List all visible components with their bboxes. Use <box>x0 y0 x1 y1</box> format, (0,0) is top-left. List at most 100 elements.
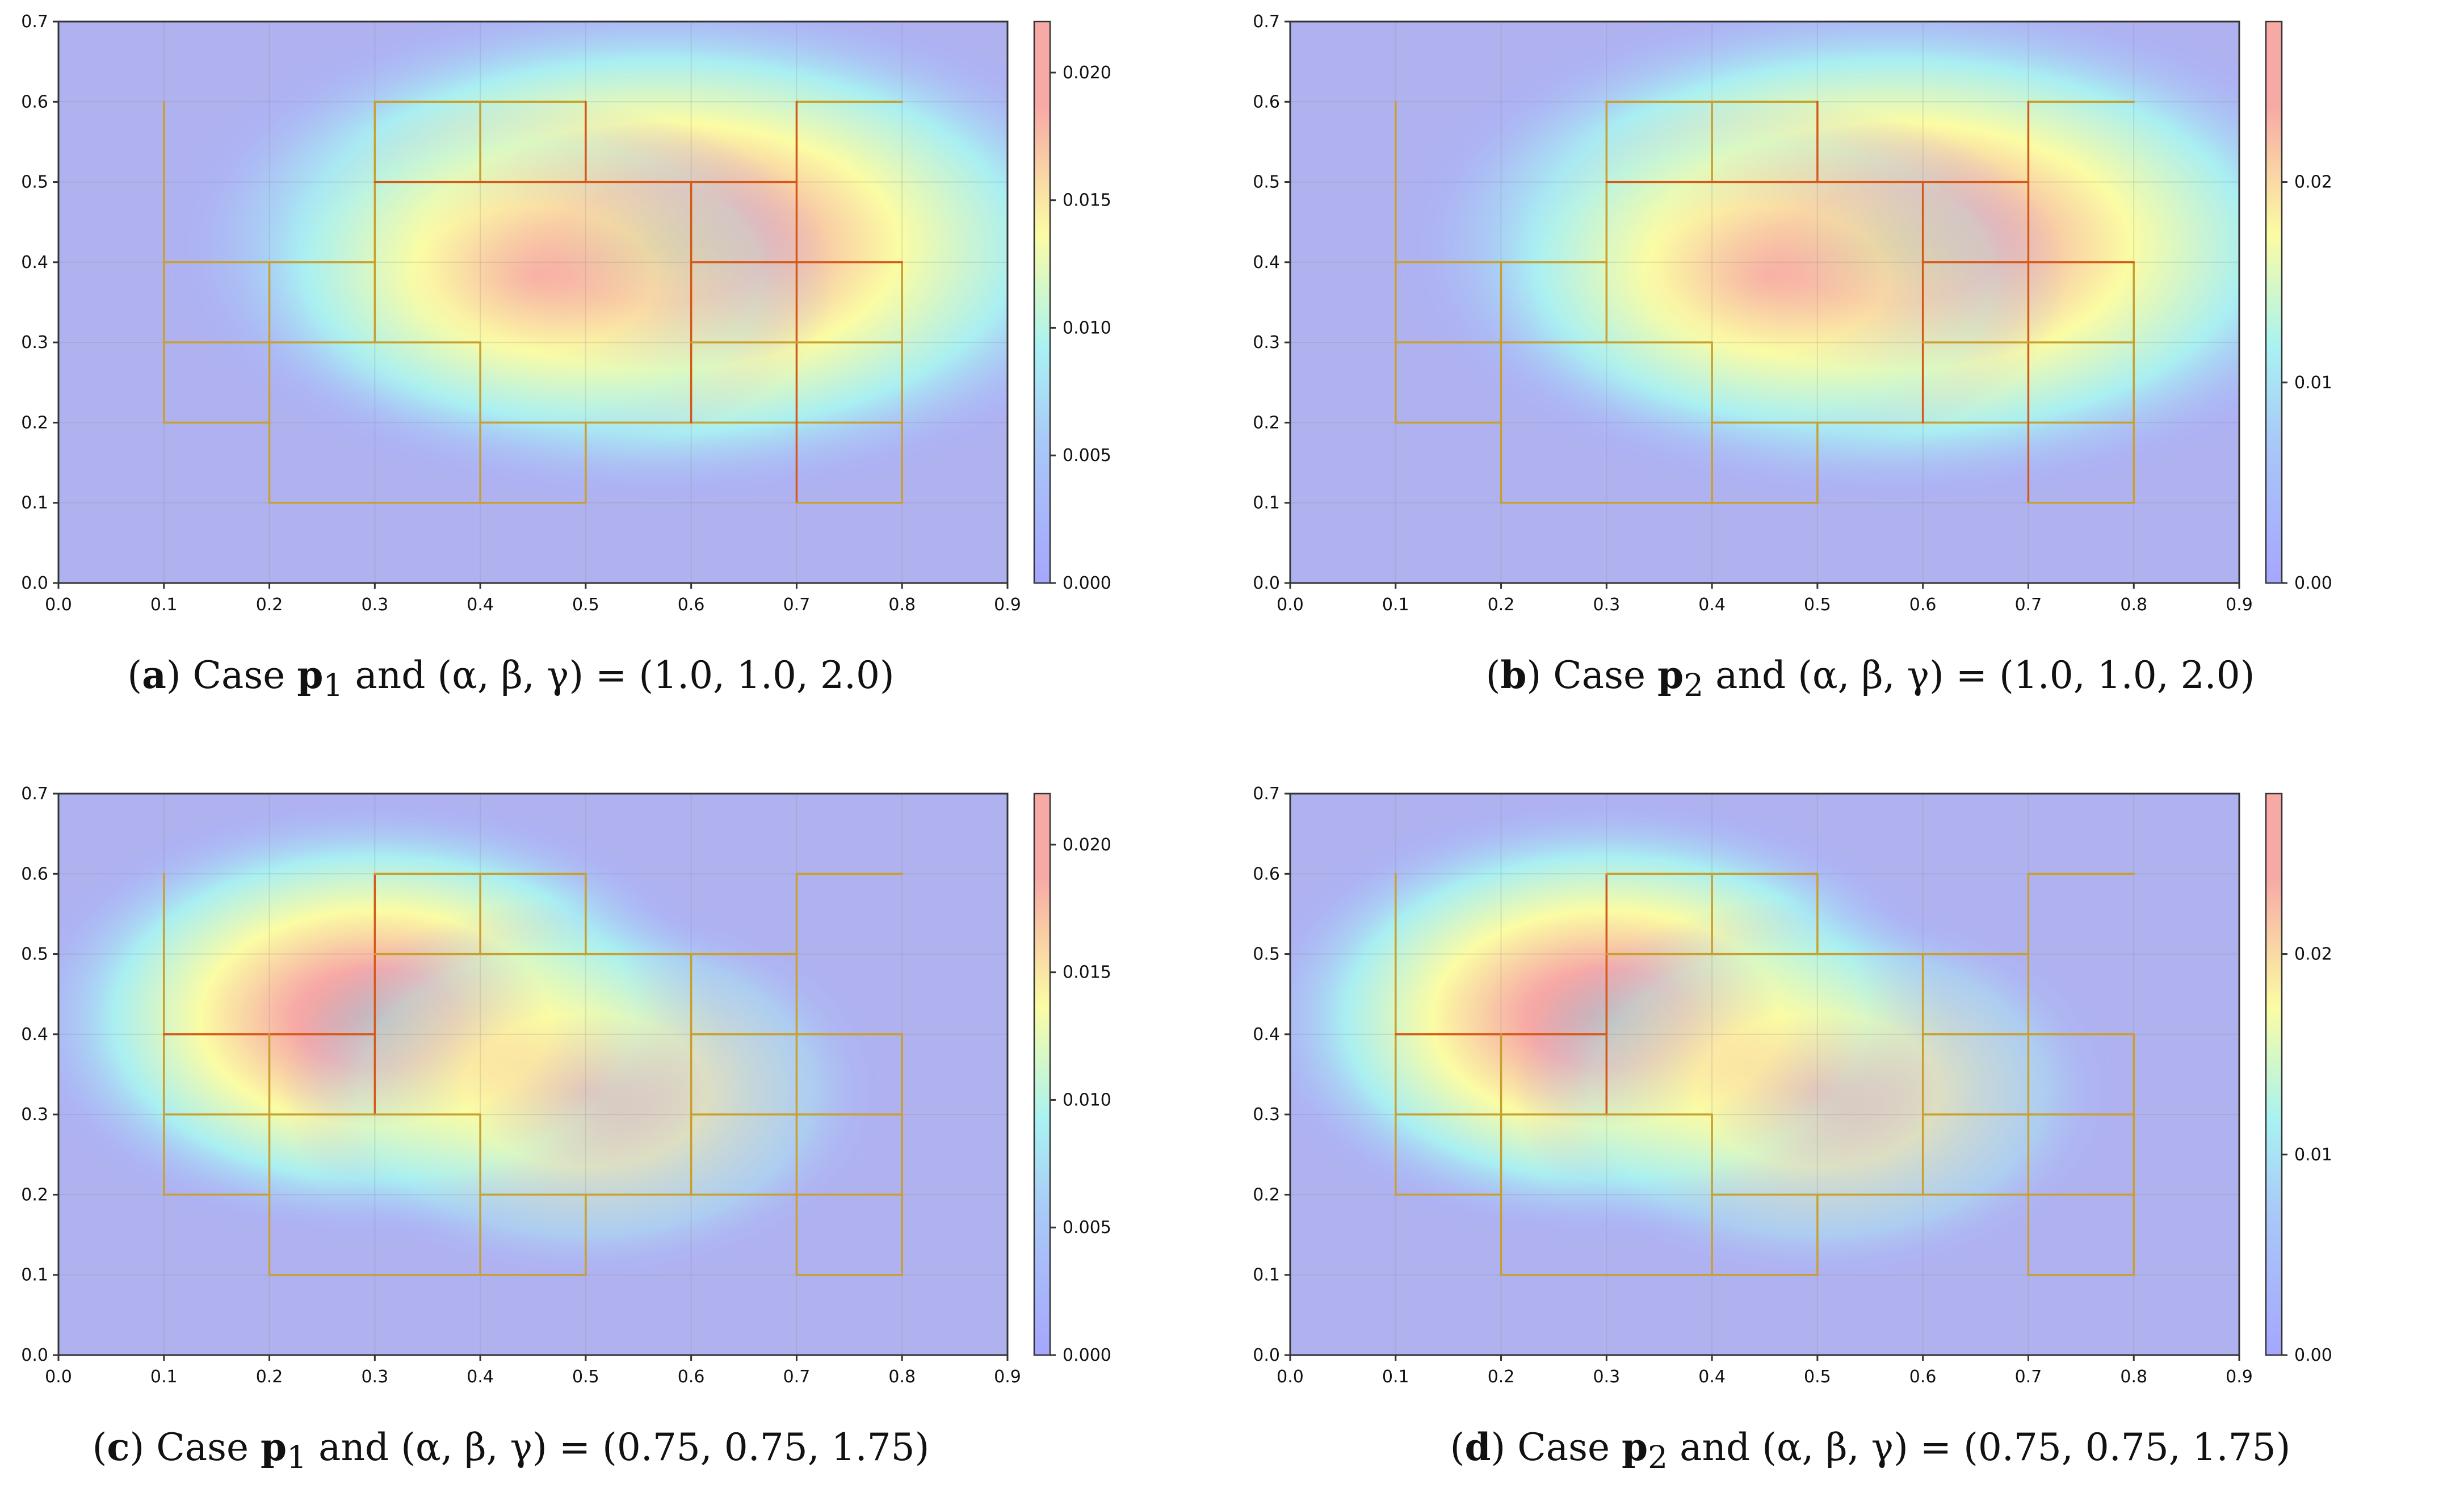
caption-a: (a) Case p1 and (α, β, γ) = (1.0, 1.0, 2… <box>127 653 895 704</box>
x-tick-label: 0.6 <box>678 595 705 615</box>
caption-a-subscript: 1 <box>323 667 343 704</box>
heatmap-chart-c: 0.0 0.1 0.2 0.3 0.4 0.5 0.6 0.7 0.8 0.9 0.0 0.1 0.2 0… <box>21 784 1111 1387</box>
caption-b: (b) Case p2 and (α, β, γ) = (1.0, 1.0, 2… <box>1485 653 2255 704</box>
y-tick-label: 0.1 <box>21 1265 48 1285</box>
caption-b-vector: p <box>1657 653 1684 697</box>
x-tick-label: 0.3 <box>361 1367 388 1387</box>
colorbar-tick-label: 0.005 <box>1063 1218 1111 1238</box>
x-tick-label: 0.1 <box>1382 595 1409 615</box>
y-tick-label: 0.3 <box>21 1105 48 1125</box>
x-tick-label: 0.2 <box>1488 595 1515 615</box>
y-tick-label: 0.2 <box>21 413 48 433</box>
caption-d-label: d <box>1464 1425 1491 1469</box>
x-tick-label: 0.4 <box>1698 595 1726 615</box>
x-tick-label: 0.4 <box>467 1367 494 1387</box>
plot-frame <box>1289 20 2240 584</box>
y-tick-label: 0.3 <box>1253 333 1280 353</box>
y-tick-label: 0.7 <box>21 12 48 32</box>
colorbar-tick-label: 0.020 <box>1063 835 1111 855</box>
x-tick-label: 0.8 <box>2120 1367 2147 1387</box>
panel-d: 0.0 0.1 0.2 0.3 0.4 0.5 0.6 0.7 0.8 0.9 0.0 0.1 0.2 0… <box>1232 772 2464 1497</box>
colorbar-tick-label: 0.015 <box>1063 191 1111 211</box>
x-tick-label: 0.6 <box>678 1367 705 1387</box>
x-tick-label: 0.2 <box>1488 1367 1515 1387</box>
x-tick-label: 0.0 <box>1277 595 1304 615</box>
x-tick-label: 0.2 <box>256 1367 283 1387</box>
heatmap-hotspot <box>1460 98 2069 458</box>
caption-c-text: and (α, β, γ) = (0.75, 0.75, 1.75) <box>307 1425 930 1469</box>
x-tick-label: 0.2 <box>256 595 283 615</box>
caption-d-text: and (α, β, γ) = (0.75, 0.75, 1.75) <box>1668 1425 2291 1469</box>
heatmap-hotspot <box>282 898 889 1283</box>
x-tick-label: 0.5 <box>1804 1367 1831 1387</box>
panel-a: 0.0 0.1 0.2 0.3 0.4 0.5 0.6 0.7 0.8 0.9 0.0 0.1 0.2 0… <box>0 0 1232 744</box>
colorbar-tick-label: 0.01 <box>2294 1145 2332 1165</box>
heatmap-chart-d: 0.0 0.1 0.2 0.3 0.4 0.5 0.6 0.7 0.8 0.9 0.0 0.1 0.2 0… <box>1253 784 2332 1387</box>
y-tick-label: 0.0 <box>1253 573 1280 593</box>
heatmap-hotspot <box>1513 898 2121 1283</box>
plot-frame <box>1289 792 2240 1356</box>
caption-c-label: c <box>107 1425 130 1469</box>
y-tick-label: 0.0 <box>21 573 48 593</box>
x-tick-label: 0.7 <box>783 1367 811 1387</box>
colorbar <box>1033 20 1051 584</box>
y-tick-label: 0.3 <box>21 333 48 353</box>
x-tick-label: 0.0 <box>45 1367 72 1387</box>
x-tick-label: 0.4 <box>1698 1367 1726 1387</box>
x-tick-label: 0.7 <box>2015 595 2042 615</box>
colorbar-tick-label: 0.02 <box>2294 173 2332 192</box>
x-tick-label: 0.1 <box>150 595 178 615</box>
y-tick-label: 0.4 <box>21 253 48 272</box>
y-tick-label: 0.2 <box>1253 413 1280 433</box>
colorbar-tick-label: 0.020 <box>1063 63 1111 83</box>
y-tick-label: 0.0 <box>21 1345 48 1365</box>
colorbar-tick-label: 0.010 <box>1063 318 1111 338</box>
x-tick-label: 0.1 <box>150 1367 178 1387</box>
x-tick-label: 0.1 <box>1382 1367 1409 1387</box>
colorbar <box>1033 792 1051 1356</box>
y-tick-label: 0.6 <box>21 864 48 884</box>
caption-c: (c) Case p1 and (α, β, γ) = (0.75, 0.75,… <box>92 1425 930 1476</box>
colorbar-tick-label: 0.005 <box>1063 446 1111 466</box>
colorbar-tick-label: 0.000 <box>1063 573 1111 593</box>
caption-b-text: and (α, β, γ) = (1.0, 1.0, 2.0) <box>1703 653 2255 697</box>
caption-c-vector: p <box>261 1425 287 1469</box>
heatmap-field-b <box>1290 22 2239 583</box>
colorbar-tick-label: 0.000 <box>1063 1345 1111 1365</box>
heatmap-chart-b: 0.0 0.1 0.2 0.3 0.4 0.5 0.6 0.7 0.8 0.9 0.0 0.1 0.2 0… <box>1253 12 2332 615</box>
y-tick-label: 0.7 <box>1253 784 1280 804</box>
colorbar-tick-label: 0.015 <box>1063 963 1111 983</box>
plot-frame <box>57 792 1009 1356</box>
x-tick-label: 0.9 <box>2226 595 2253 615</box>
colorbar <box>2265 792 2283 1356</box>
x-tick-label: 0.7 <box>783 595 811 615</box>
x-tick-label: 0.0 <box>1277 1367 1304 1387</box>
caption-a-label: a <box>142 653 166 697</box>
x-tick-label: 0.6 <box>1909 1367 1937 1387</box>
x-tick-label: 0.9 <box>994 1367 1021 1387</box>
x-tick-label: 0.3 <box>361 595 388 615</box>
heatmap-field-a <box>58 22 1008 583</box>
caption-d-subscript: 2 <box>1648 1439 1668 1476</box>
colorbar-tick-label: 0.00 <box>2294 573 2332 593</box>
heatmap-chart-a: 0.0 0.1 0.2 0.3 0.4 0.5 0.6 0.7 0.8 0.9 0.0 0.1 0.2 0… <box>21 12 1111 615</box>
y-tick-label: 0.6 <box>21 92 48 112</box>
x-tick-label: 0.0 <box>45 595 72 615</box>
y-tick-label: 0.5 <box>1253 945 1280 965</box>
x-tick-label: 0.8 <box>2120 595 2147 615</box>
caption-c-subscript: 1 <box>287 1439 307 1476</box>
y-tick-label: 0.6 <box>1253 864 1280 884</box>
y-tick-label: 0.2 <box>21 1185 48 1205</box>
caption-d: (d) Case p2 and (α, β, γ) = (0.75, 0.75,… <box>1450 1425 2291 1476</box>
x-tick-label: 0.8 <box>888 595 916 615</box>
x-tick-label: 0.9 <box>994 595 1021 615</box>
x-tick-label: 0.5 <box>572 1367 599 1387</box>
caption-d-vector: p <box>1622 1425 1648 1469</box>
heatmap-hotspot <box>229 98 837 458</box>
caption-b-subscript: 2 <box>1684 667 1704 704</box>
x-tick-label: 0.4 <box>467 595 494 615</box>
caption-a-vector: p <box>297 653 324 697</box>
x-tick-label: 0.5 <box>572 595 599 615</box>
heatmap-field-d <box>1290 794 2239 1355</box>
y-tick-label: 0.4 <box>1253 253 1280 272</box>
